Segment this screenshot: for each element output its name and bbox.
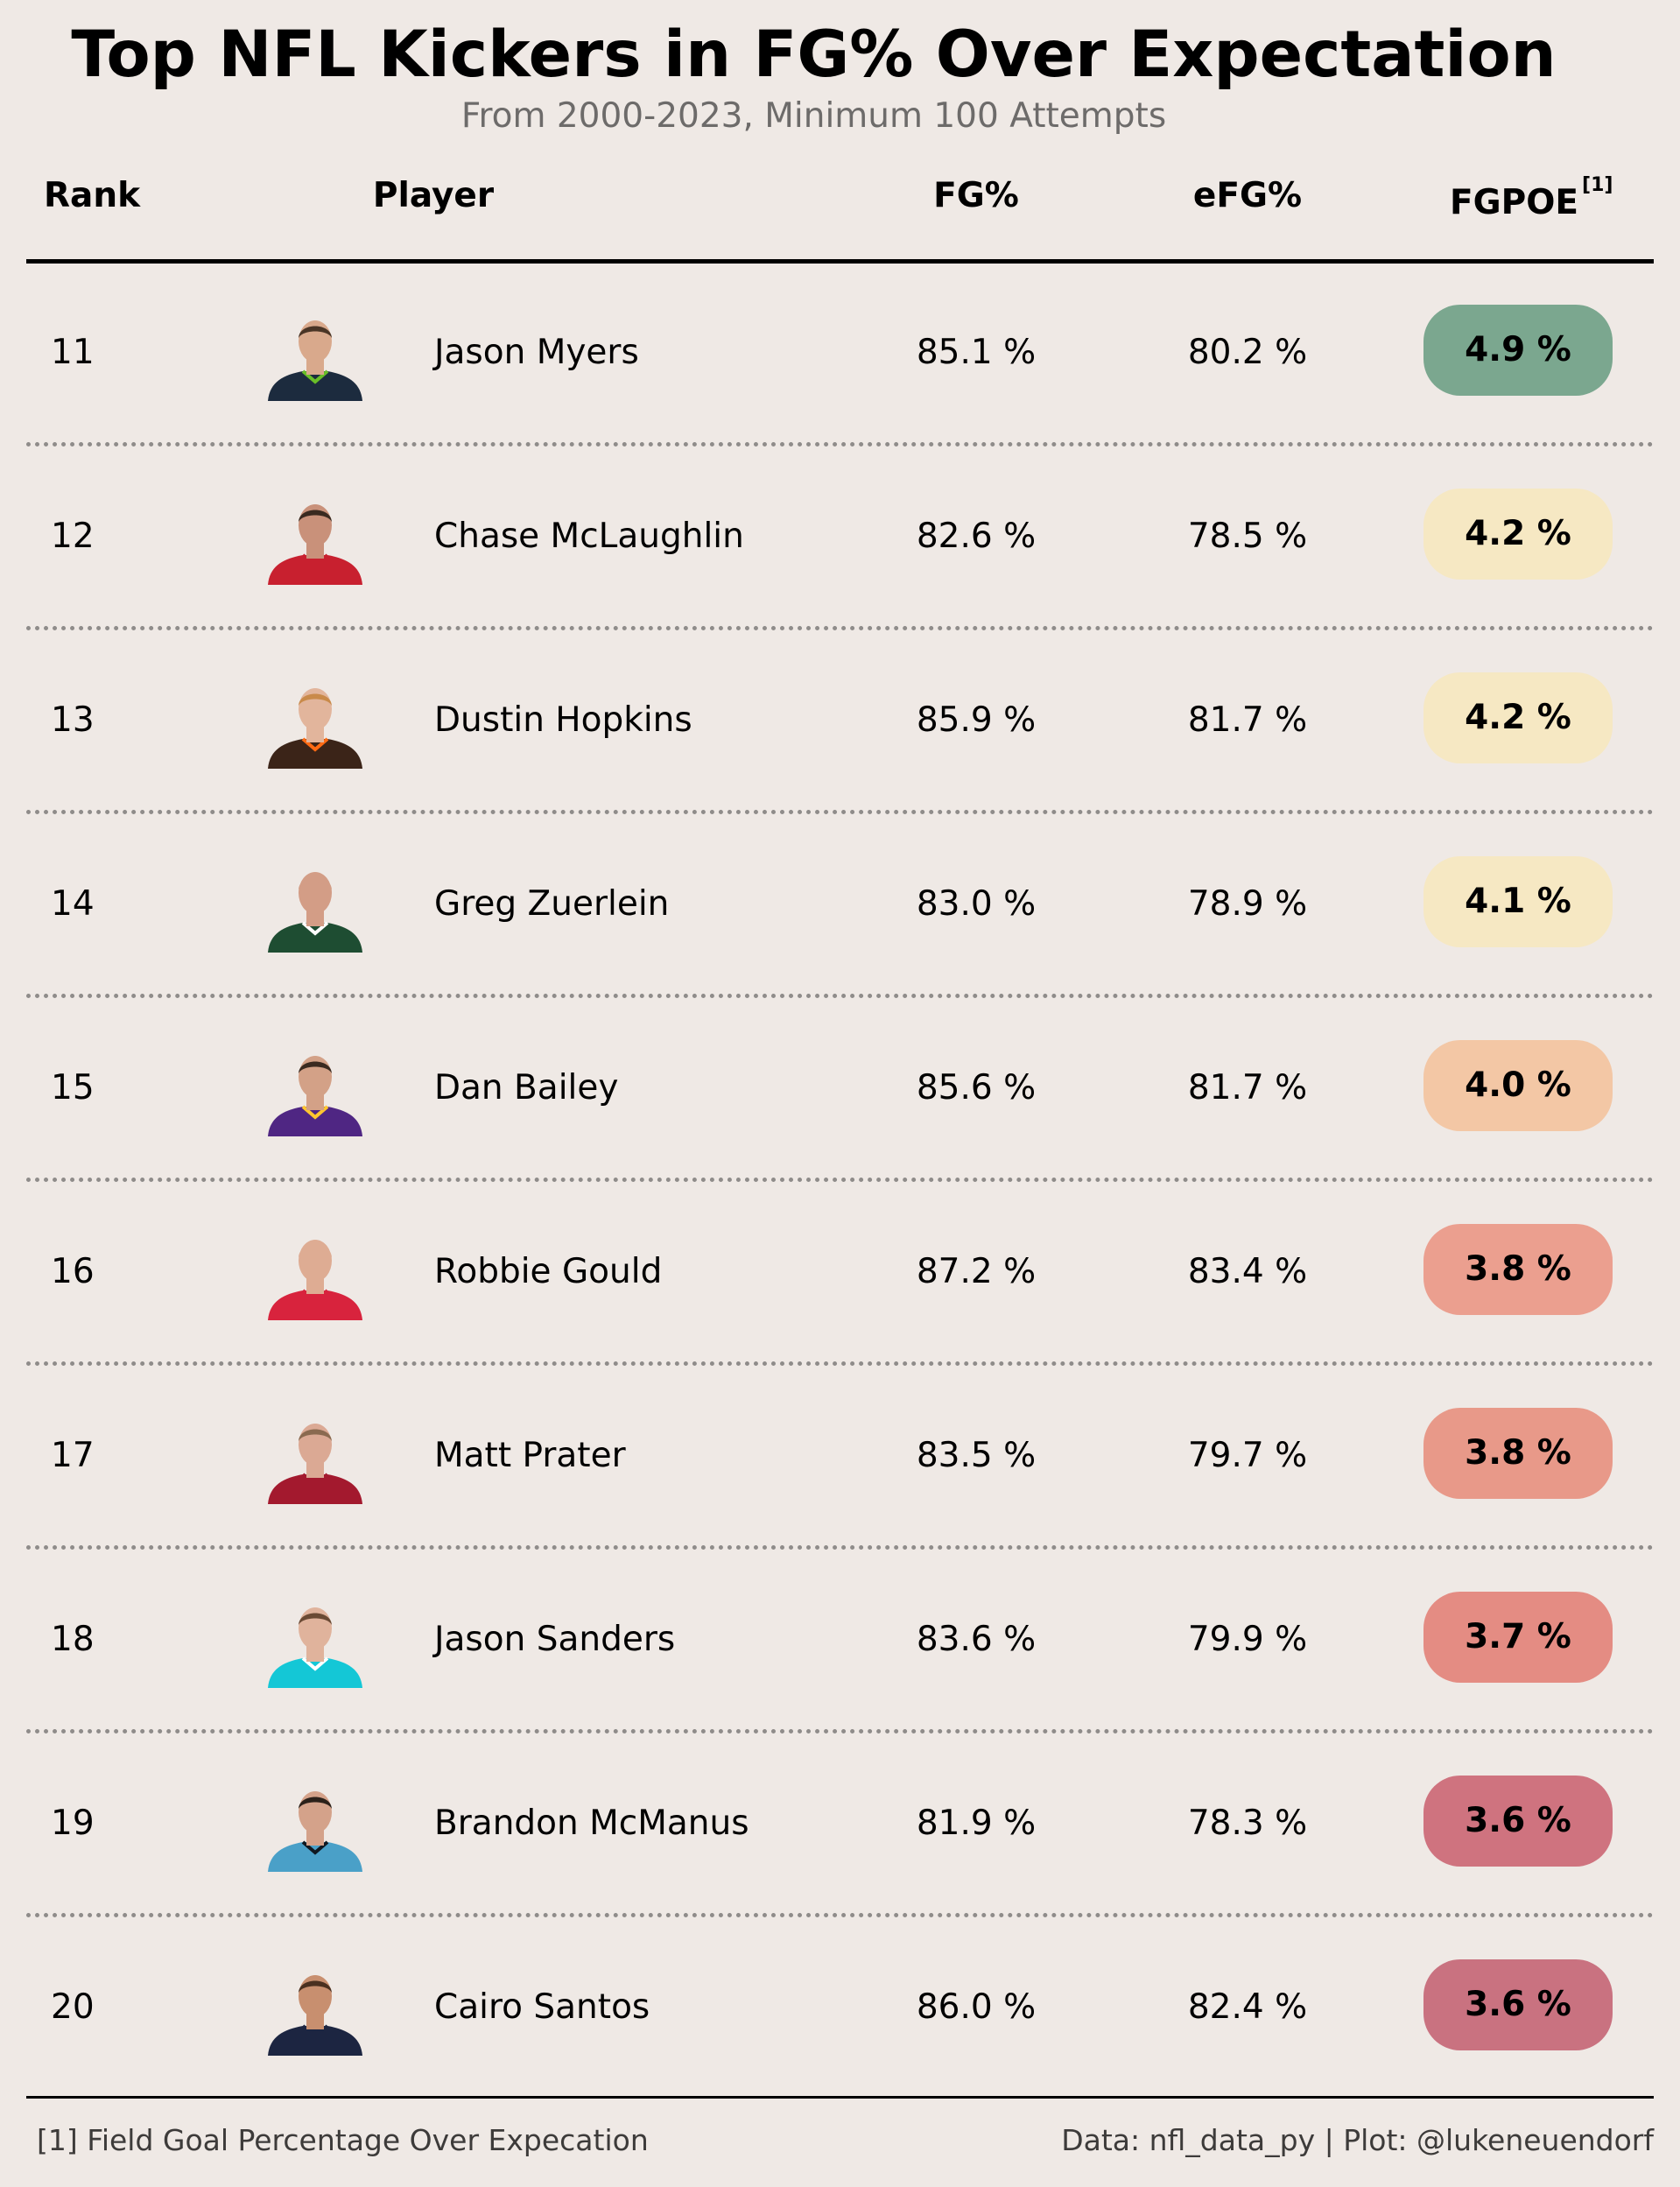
footnote-marker: [1] (1582, 174, 1613, 196)
fgpoe-badge: 3.6 % (1423, 1776, 1613, 1867)
footnote: [1] Field Goal Percentage Over Expecatio… (37, 2123, 649, 2157)
rank-cell: 12 (51, 517, 95, 556)
player-headshot-icon (268, 1607, 362, 1688)
fg-cell: 85.1 % (916, 333, 1037, 372)
player-headshot-icon (268, 1791, 362, 1872)
row-separator (26, 442, 1654, 447)
table-row: 11 Jason Myers 85.1 % 80.2 % 4.9 % (0, 261, 1680, 445)
credit: Data: nfl_data_py | Plot: @lukeneuendorf (1061, 2123, 1654, 2157)
player-headshot-icon (268, 504, 362, 585)
table-row: 17 Matt Prater 83.5 % 79.7 % 3.8 % (0, 1364, 1680, 1548)
player-headshot-icon (268, 872, 362, 953)
player-name: Matt Prater (434, 1436, 626, 1475)
row-separator (26, 1178, 1654, 1182)
efg-cell: 80.2 % (1187, 333, 1308, 372)
fg-cell: 85.6 % (916, 1068, 1037, 1108)
rank-cell: 19 (51, 1804, 95, 1843)
efg-cell: 79.9 % (1187, 1620, 1308, 1659)
player-name: Cairo Santos (434, 1987, 650, 2027)
fg-cell: 86.0 % (916, 1987, 1037, 2027)
table-row: 20 Cairo Santos 86.0 % 82.4 % 3.6 % (0, 1916, 1680, 2099)
row-separator (26, 1913, 1654, 1917)
efg-cell: 81.7 % (1187, 1068, 1308, 1108)
fg-cell: 81.9 % (916, 1804, 1037, 1843)
fgpoe-badge: 3.8 % (1423, 1408, 1613, 1499)
rank-cell: 18 (51, 1620, 95, 1659)
rank-cell: 11 (51, 333, 95, 372)
column-header-fg: FG% (933, 176, 1019, 215)
rank-cell: 14 (51, 884, 95, 924)
column-header-rank: Rank (44, 176, 141, 215)
row-separator (26, 810, 1654, 814)
row-separator (26, 1545, 1654, 1550)
rank-cell: 20 (51, 1987, 95, 2027)
fg-cell: 82.6 % (916, 517, 1037, 556)
efg-cell: 81.7 % (1187, 700, 1308, 740)
table-row: 18 Jason Sanders 83.6 % 79.9 % 3.7 % (0, 1548, 1680, 1732)
rank-cell: 16 (51, 1252, 95, 1291)
player-name: Robbie Gould (434, 1252, 663, 1291)
efg-cell: 82.4 % (1187, 1987, 1308, 2027)
table-row: 19 Brandon McManus 81.9 % 78.3 % 3.6 % (0, 1732, 1680, 1916)
fgpoe-badge: 3.7 % (1423, 1592, 1613, 1683)
row-separator (26, 994, 1654, 998)
fg-cell: 83.6 % (916, 1620, 1037, 1659)
chart-subtitle: From 2000-2023, Minimum 100 Attempts (460, 96, 1167, 136)
fgpoe-badge: 4.2 % (1423, 672, 1613, 763)
efg-cell: 78.5 % (1187, 517, 1308, 556)
player-name: Brandon McManus (434, 1804, 749, 1843)
player-name: Dustin Hopkins (434, 700, 692, 740)
rank-cell: 17 (51, 1436, 95, 1475)
efg-cell: 78.9 % (1187, 884, 1308, 924)
row-separator (26, 1361, 1654, 1366)
column-header-efg: eFG% (1192, 176, 1303, 215)
player-headshot-icon (268, 688, 362, 769)
fg-cell: 83.0 % (916, 884, 1037, 924)
fgpoe-badge: 4.9 % (1423, 305, 1613, 396)
fgpoe-badge: 4.2 % (1423, 489, 1613, 580)
header-rule (26, 259, 1654, 264)
table-row: 13 Dustin Hopkins 85.9 % 81.7 % 4.2 % (0, 629, 1680, 812)
player-name: Jason Sanders (434, 1620, 676, 1659)
efg-cell: 78.3 % (1187, 1804, 1308, 1843)
fg-cell: 87.2 % (916, 1252, 1037, 1291)
rank-cell: 13 (51, 700, 95, 740)
player-headshot-icon (268, 1056, 362, 1136)
player-name: Jason Myers (434, 333, 639, 372)
table-row: 16 Robbie Gould 87.2 % 83.4 % 3.8 % (0, 1180, 1680, 1364)
column-header-fgpoe: FGPOE [1] (1450, 170, 1613, 229)
fgpoe-badge: 3.6 % (1423, 1959, 1613, 2050)
player-name: Greg Zuerlein (434, 884, 670, 924)
player-headshot-icon (268, 1240, 362, 1320)
fgpoe-badge: 3.8 % (1423, 1224, 1613, 1315)
column-header-player: Player (372, 176, 495, 215)
table-row: 12 Chase McLaughlin 82.6 % 78.5 % 4.2 % (0, 445, 1680, 629)
row-separator (26, 626, 1654, 630)
fgpoe-badge: 4.1 % (1423, 856, 1613, 947)
efg-cell: 79.7 % (1187, 1436, 1308, 1475)
row-separator (26, 1729, 1654, 1733)
table-row: 14 Greg Zuerlein 83.0 % 78.9 % 4.1 % (0, 812, 1680, 996)
player-headshot-icon (268, 1424, 362, 1504)
player-headshot-icon (268, 1975, 362, 2056)
player-name: Dan Bailey (434, 1068, 619, 1108)
player-headshot-icon (268, 320, 362, 401)
table-row: 15 Dan Bailey 85.6 % 81.7 % 4.0 % (0, 996, 1680, 1180)
player-name: Chase McLaughlin (434, 517, 744, 556)
fg-cell: 85.9 % (916, 700, 1037, 740)
rank-cell: 15 (51, 1068, 95, 1108)
fgpoe-badge: 4.0 % (1423, 1040, 1613, 1131)
chart-title: Top NFL Kickers in FG% Over Expectation (71, 18, 1557, 92)
column-header-fgpoe-label: FGPOE (1450, 183, 1579, 222)
efg-cell: 83.4 % (1187, 1252, 1308, 1291)
footer-rule (26, 2096, 1654, 2099)
fg-cell: 83.5 % (916, 1436, 1037, 1475)
